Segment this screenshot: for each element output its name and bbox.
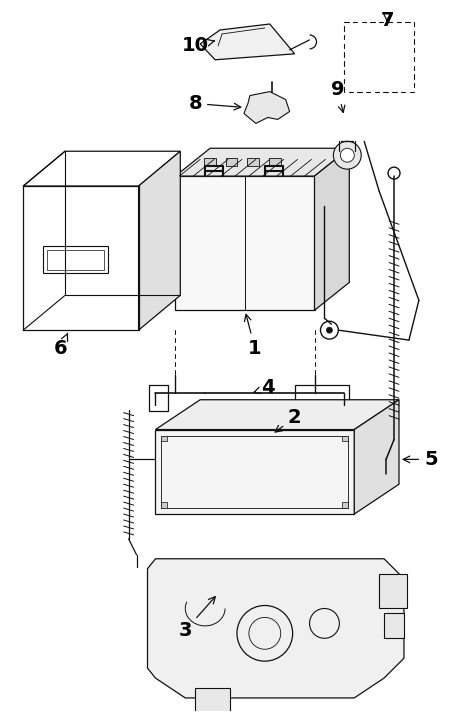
- Polygon shape: [175, 176, 314, 310]
- Bar: [383, 613, 403, 638]
- Bar: [195, 688, 230, 713]
- Bar: [342, 502, 348, 508]
- Bar: [43, 246, 107, 274]
- Text: 2: 2: [275, 408, 301, 432]
- Bar: [161, 436, 167, 441]
- Bar: [342, 436, 348, 441]
- Polygon shape: [155, 400, 398, 429]
- Bar: [148, 385, 168, 411]
- Text: 4: 4: [253, 379, 274, 397]
- Polygon shape: [200, 24, 294, 60]
- Bar: [47, 250, 104, 270]
- Circle shape: [333, 141, 360, 169]
- Bar: [225, 158, 237, 166]
- Polygon shape: [138, 151, 180, 330]
- Circle shape: [326, 327, 332, 333]
- Bar: [269, 158, 281, 166]
- Polygon shape: [155, 429, 353, 514]
- Bar: [161, 436, 348, 508]
- Polygon shape: [314, 148, 349, 310]
- Text: 6: 6: [54, 333, 68, 357]
- Bar: [203, 158, 215, 166]
- Text: 5: 5: [402, 450, 437, 469]
- Text: 8: 8: [188, 94, 240, 113]
- Text: 10: 10: [181, 36, 214, 56]
- Polygon shape: [244, 91, 289, 123]
- Bar: [294, 385, 349, 405]
- Circle shape: [340, 148, 353, 162]
- Bar: [247, 158, 259, 166]
- Polygon shape: [175, 148, 349, 176]
- Text: 1: 1: [244, 314, 261, 357]
- Polygon shape: [147, 559, 403, 698]
- Polygon shape: [353, 400, 398, 514]
- Text: 9: 9: [330, 80, 344, 113]
- Bar: [378, 574, 406, 608]
- Text: 3: 3: [178, 597, 215, 640]
- Text: 7: 7: [380, 11, 393, 29]
- Bar: [161, 502, 167, 508]
